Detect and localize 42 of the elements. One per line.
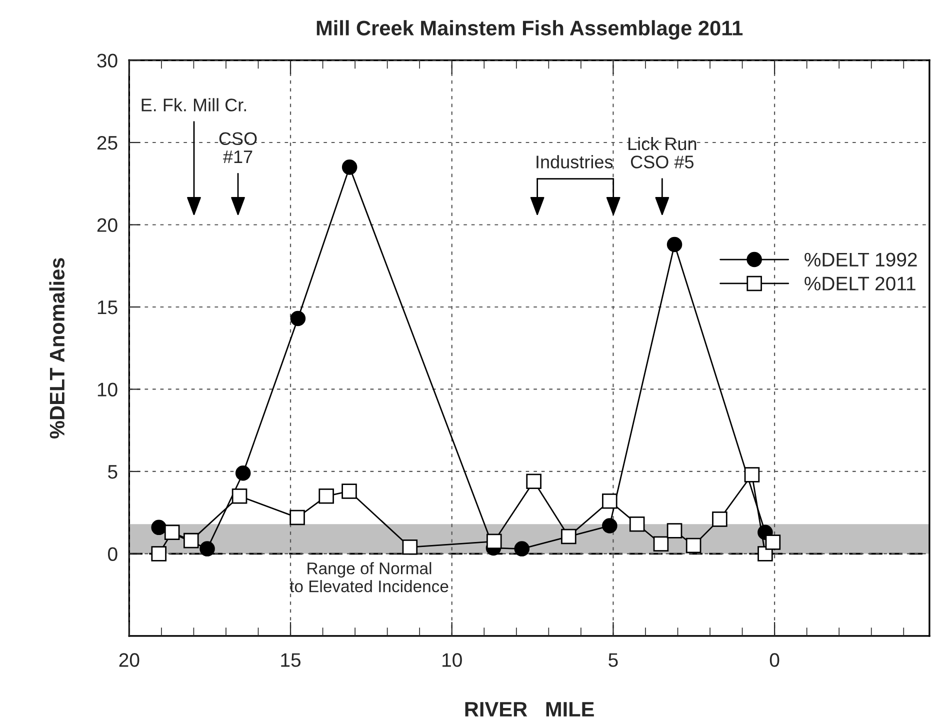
x-axis-title: RIVER MILE — [465, 702, 594, 716]
point — [486, 534, 502, 550]
x-tick-label: 0 — [770, 653, 780, 667]
point — [200, 541, 215, 556]
point — [164, 524, 180, 540]
annotation: Industries — [536, 155, 613, 168]
band-label: Range of Normal to Elevated Incidence — [290, 562, 448, 592]
point — [151, 520, 166, 536]
y-tick-label: 20 — [97, 218, 118, 232]
y-axis-title: %DELT Anomalies — [49, 258, 65, 438]
point — [290, 310, 306, 326]
legend-label: %DELT 1992 — [804, 252, 917, 267]
point — [758, 546, 773, 562]
point — [342, 160, 358, 175]
x-tick-label: 20 — [119, 653, 140, 667]
annotation: E. Fk. Mill Cr. — [142, 98, 246, 112]
x-tick-label: 10 — [442, 653, 462, 667]
point — [629, 516, 645, 532]
point — [653, 536, 669, 552]
point — [561, 528, 576, 544]
chart-title: Mill Creek Mainstem Fish Assemblage 2011 — [316, 20, 743, 40]
y-tick-label: 0 — [108, 547, 118, 561]
point — [765, 534, 781, 550]
y-tick-label: 30 — [97, 54, 118, 68]
point — [666, 523, 682, 538]
point — [402, 540, 418, 555]
point — [686, 538, 702, 554]
x-tick-label: 5 — [608, 653, 618, 667]
x-tick-label: 15 — [281, 653, 301, 667]
point — [514, 541, 530, 556]
annotation: CSO #17 — [219, 132, 257, 164]
y-tick-label: 10 — [98, 382, 118, 396]
annotation: Lick Run CSO #5 — [628, 136, 696, 168]
y-tick-label: 25 — [97, 136, 118, 150]
y-tick-label: 15 — [98, 300, 118, 314]
point — [151, 546, 166, 562]
point — [235, 465, 251, 481]
point — [183, 532, 199, 548]
point — [666, 236, 682, 252]
y-tick-label: 5 — [108, 465, 118, 479]
legend-label: %DELT 2011 — [804, 276, 916, 290]
point — [602, 518, 618, 534]
